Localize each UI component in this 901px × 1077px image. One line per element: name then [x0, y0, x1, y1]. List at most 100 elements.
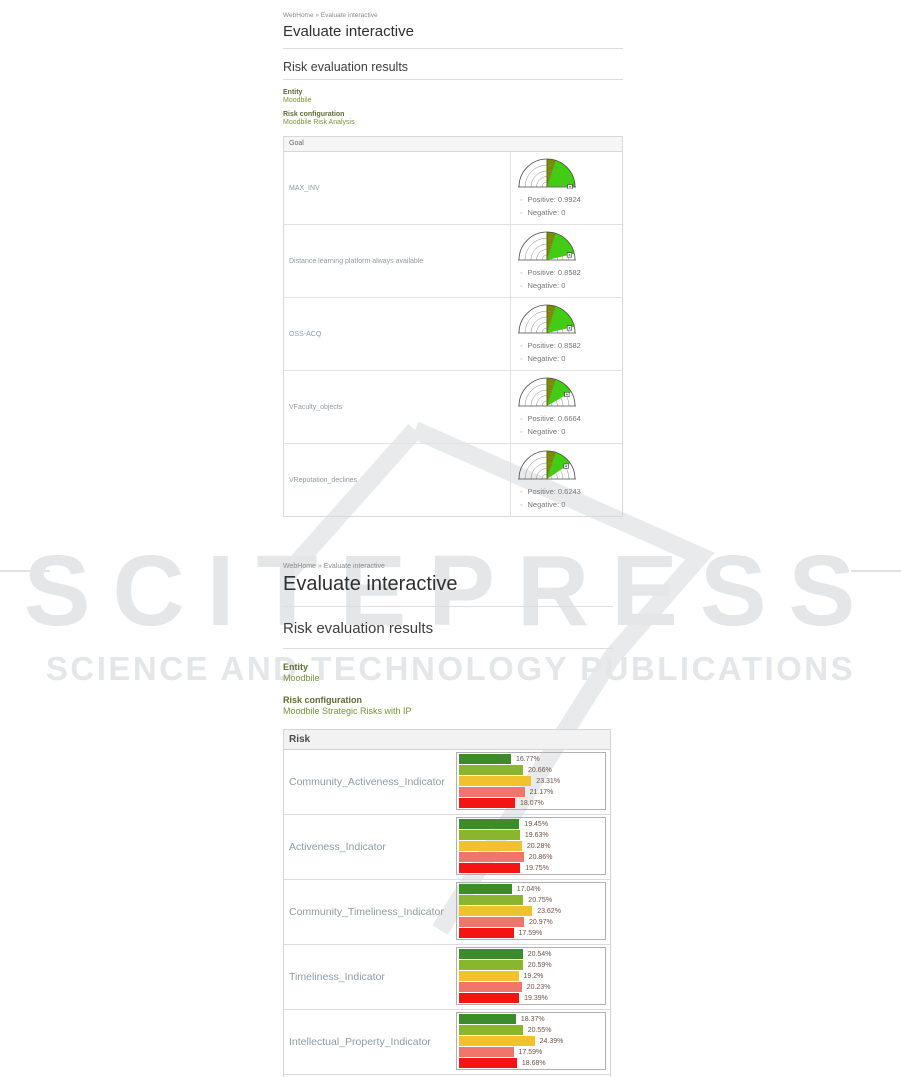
gauge-chart — [518, 377, 576, 407]
breadcrumb-current-link[interactable]: Evaluate interactive — [323, 563, 385, 570]
divider — [283, 648, 613, 649]
bar-chart-row: 16.77% — [457, 754, 605, 764]
bar-value-label: 23.62% — [537, 908, 561, 915]
risk-config-value: Moodbile Risk Analysis — [283, 119, 355, 126]
positive-result: ◦ Positive: 0.6664 — [520, 414, 581, 423]
risk-table-row: Community_Activeness_Indicator 16.77% 20.6… — [284, 750, 610, 815]
breadcrumb-home-link[interactable]: WebHome — [283, 563, 316, 570]
risk-table-header: Risk — [284, 730, 610, 750]
value-bar — [459, 928, 514, 938]
gauge-cell — [516, 448, 578, 486]
bar-chart-row: 20.97% — [457, 917, 605, 927]
bullet-icon: ◦ — [520, 502, 523, 509]
bar-chart-row: 24.39% — [457, 1036, 605, 1046]
bar-chart-row: 19.45% — [457, 819, 605, 829]
positive-result: ◦ Positive: 0.8582 — [520, 268, 581, 277]
bullet-icon: ◦ — [520, 283, 523, 290]
value-bar — [459, 841, 522, 851]
gauge-cell — [516, 156, 578, 194]
risk-name: Activeness_Indicator — [289, 841, 386, 853]
risk-config-label: Risk configuration — [283, 111, 345, 118]
risk-table-row: Intellectual_Property_Indicator 18.37% 20.… — [284, 1010, 610, 1075]
value-bar — [459, 863, 521, 873]
bar-value-label: 16.77% — [516, 756, 540, 763]
bar-chart-row: 17.59% — [457, 928, 605, 938]
value-bar — [459, 830, 520, 840]
section-heading: Risk evaluation results — [283, 620, 434, 637]
goal-results-table: Goal MAX_INV ◦ Positive: 0.9924 ◦ Negative: … — [283, 136, 623, 517]
bar-chart: 18.37% 20.55% 24.39% 17.59% 18.68% — [456, 1012, 606, 1070]
value-bar — [459, 852, 524, 862]
risk-table-row: Timeliness_Indicator 20.54% 20.59% 19.2% 20.… — [284, 945, 610, 1010]
value-bar — [459, 917, 524, 927]
goal-name: MAX_INV — [284, 152, 511, 224]
bar-value-label: 20.59% — [527, 962, 552, 969]
gauge-marker-handle[interactable] — [563, 463, 569, 469]
negative-result: ◦ Negative: 0 — [520, 354, 566, 363]
bullet-icon: ◦ — [520, 197, 523, 204]
value-bar — [459, 765, 523, 775]
bar-value-label: 20.55% — [527, 1027, 552, 1034]
bar-value-label: 19.75% — [525, 865, 549, 872]
goal-table-row: Distance learning platform always availa… — [284, 225, 622, 298]
risk-results-table: Risk Community_Activeness_Indicator 16.77… — [283, 729, 611, 1077]
bullet-icon: ◦ — [520, 356, 523, 363]
bar-chart-row: 18.37% — [457, 1014, 605, 1024]
result-list: ◦ Positive: 0.9924 ◦ Negative: 0 — [520, 194, 581, 220]
goal-name: VFaculty_objects — [284, 371, 511, 443]
bullet-icon: ◦ — [520, 416, 523, 423]
result-list: ◦ Positive: 0.6664 ◦ Negative: 0 — [520, 413, 581, 439]
value-bar — [459, 884, 512, 894]
goal-table-row: VFaculty_objects ◦ Positive: 0.6664 ◦ Negati… — [284, 371, 622, 444]
bar-chart-row: 23.31% — [457, 776, 605, 786]
value-bar — [459, 949, 523, 959]
negative-result: ◦ Negative: 0 — [520, 208, 566, 217]
bar-value-label: 17.04% — [516, 886, 541, 893]
bar-chart-row: 20.23% — [457, 982, 605, 992]
value-bar — [459, 1047, 514, 1057]
bar-chart-row: 20.75% — [457, 895, 605, 905]
bar-chart-row: 23.62% — [457, 906, 605, 916]
section-heading: Risk evaluation results — [283, 60, 409, 74]
bar-chart: 20.54% 20.59% 19.2% 20.23% 19.39% — [456, 947, 606, 1005]
bar-chart-row: 20.66% — [457, 765, 605, 775]
breadcrumb-current-link[interactable]: Evaluate interactive — [320, 12, 378, 19]
goal-table-row: VReputation_declines ◦ Positive: 0.6243 ◦ Ne… — [284, 444, 622, 516]
bar-value-label: 21.17% — [529, 789, 554, 796]
gauge-marker-handle[interactable] — [564, 391, 570, 398]
value-bar — [459, 982, 522, 992]
bar-value-label: 18.07% — [520, 800, 544, 807]
divider — [283, 606, 613, 607]
gauge-marker-handle[interactable] — [567, 184, 573, 190]
result-list: ◦ Positive: 0.6243 ◦ Negative: 0 — [520, 486, 581, 512]
gauge-marker-handle[interactable] — [566, 325, 573, 331]
bar-chart-row: 17.04% — [457, 884, 605, 894]
bar-value-label: 17.59% — [518, 1049, 543, 1056]
bar-chart-row: 19.2% — [457, 971, 605, 981]
gauge-cell — [516, 302, 578, 340]
bar-chart-row: 18.68% — [457, 1058, 605, 1068]
gauge-chart — [518, 158, 576, 190]
value-bar — [459, 1036, 535, 1046]
risk-name: Timeliness_Indicator — [289, 971, 385, 983]
bar-value-label: 18.68% — [521, 1060, 546, 1067]
breadcrumb: WebHome » Evaluate interactive — [283, 12, 378, 19]
breadcrumb-home-link[interactable]: WebHome — [283, 12, 314, 19]
bullet-icon: ◦ — [520, 429, 523, 436]
goal-name: OSS-ACQ — [284, 298, 511, 370]
bar-chart: 19.45% 19.63% 20.28% 20.86% 19.75% — [456, 817, 606, 875]
goal-name: VReputation_declines — [284, 444, 511, 516]
risk-table-row: Community_Timeliness_Indicator 17.04% 20.7… — [284, 880, 610, 945]
bar-value-label: 20.75% — [528, 897, 553, 904]
negative-result: ◦ Negative: 0 — [520, 281, 566, 290]
value-bar — [459, 971, 519, 981]
goal-table-row: MAX_INV ◦ Positive: 0.9924 ◦ Negative: 0 — [284, 152, 622, 225]
gauge-marker-handle[interactable] — [566, 252, 573, 258]
result-list: ◦ Positive: 0.8582 ◦ Negative: 0 — [520, 340, 581, 366]
bar-chart-row: 21.17% — [457, 787, 605, 797]
gauge-chart — [518, 304, 576, 334]
bar-value-label: 24.39% — [539, 1038, 564, 1045]
bar-value-label: 20.86% — [528, 854, 553, 861]
bullet-icon: ◦ — [520, 210, 523, 217]
